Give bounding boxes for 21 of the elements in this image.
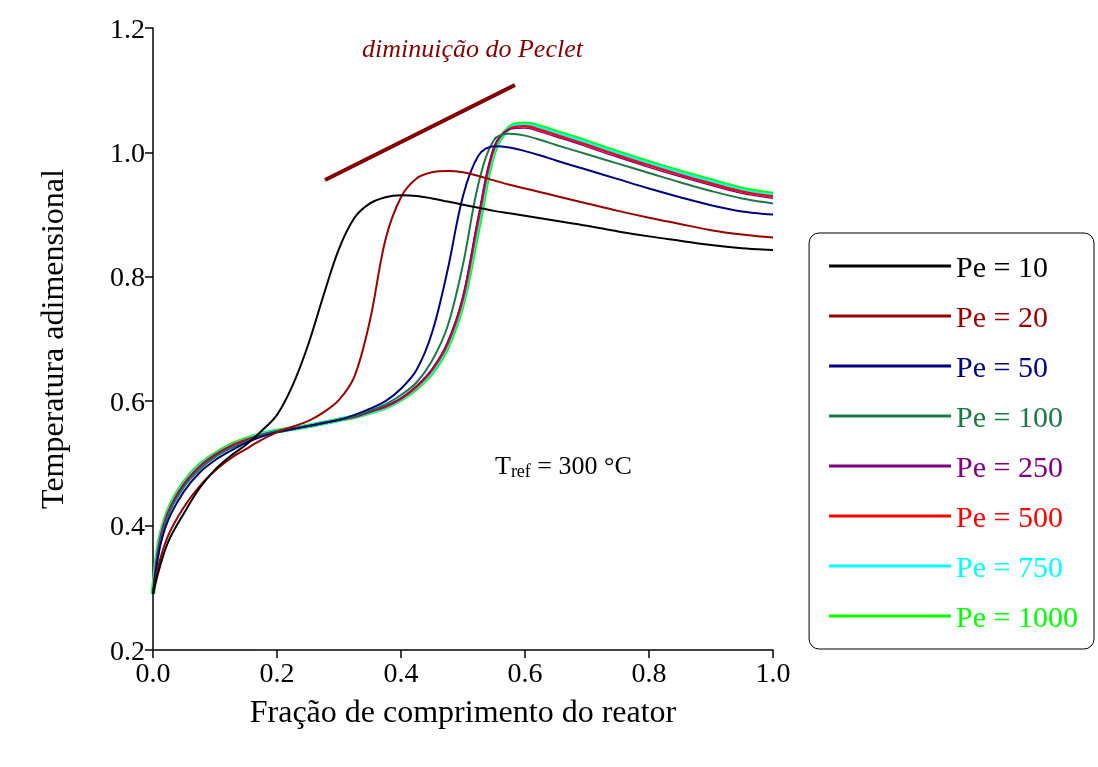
x-tick-label: 0.4 <box>383 656 419 688</box>
annotation: diminuição do Peclet <box>362 33 584 63</box>
y-tick-label: 0.8 <box>110 261 145 293</box>
legend-label: Pe = 50 <box>956 349 1048 383</box>
y-tick-label: 1.0 <box>110 136 145 168</box>
x-axis-title: Fração de comprimento do reator <box>249 693 677 729</box>
legend-label: Pe = 20 <box>956 299 1048 333</box>
x-tick-label: 1.0 <box>755 656 791 688</box>
x-tick-label: 0.8 <box>631 656 667 688</box>
legend-label: Pe = 750 <box>956 549 1063 583</box>
legend-label: Pe = 1000 <box>956 599 1078 633</box>
legend-label: Pe = 100 <box>956 399 1063 433</box>
y-axis-title: Temperatura adimensional <box>34 168 70 509</box>
x-tick-label: 0.2 <box>259 656 295 688</box>
legend-label: Pe = 500 <box>956 499 1063 533</box>
x-tick-label: 0.6 <box>507 656 543 688</box>
y-tick-label: 0.6 <box>110 385 145 417</box>
y-tick-label: 0.4 <box>110 510 145 542</box>
y-tick-label: 1.2 <box>110 12 145 44</box>
legend-label: Pe = 250 <box>956 449 1063 483</box>
legend-label: Pe = 10 <box>956 249 1048 283</box>
